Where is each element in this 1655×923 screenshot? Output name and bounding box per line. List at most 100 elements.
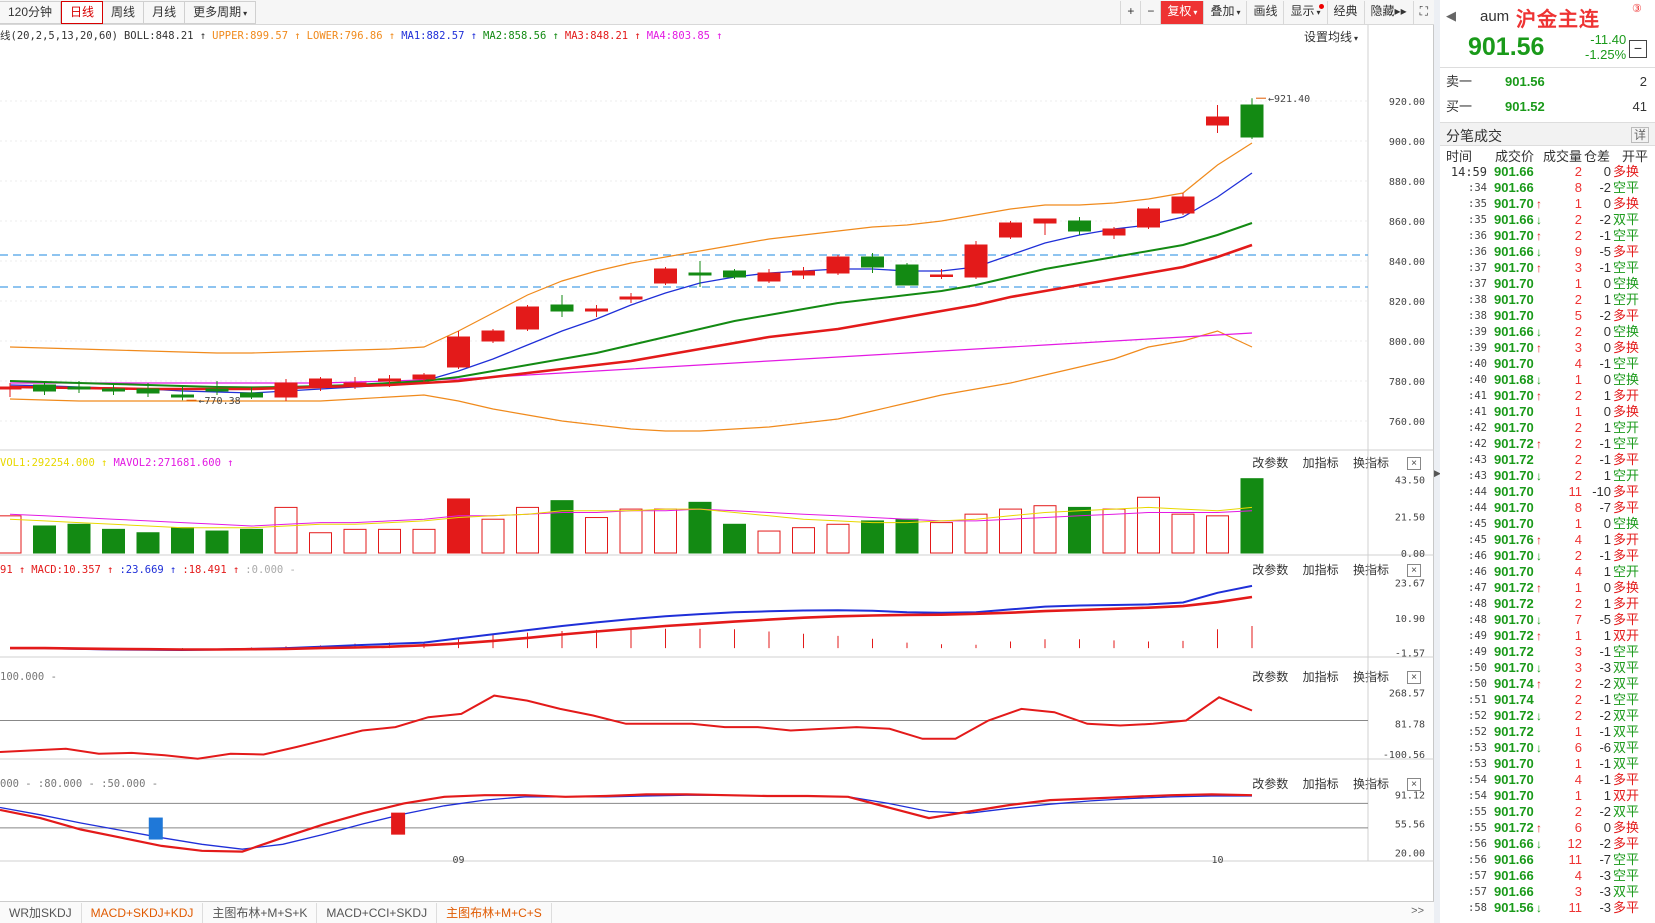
zoom-in-button[interactable]: + bbox=[1120, 1, 1140, 24]
add-indicator-button[interactable]: 加指标 bbox=[1302, 777, 1339, 791]
close-icon[interactable]: × bbox=[1407, 564, 1421, 577]
tick-time: :41 bbox=[1468, 390, 1487, 402]
candle-body bbox=[309, 378, 332, 388]
volume-bar bbox=[999, 508, 1022, 554]
tick-price: 901.70 bbox=[1494, 260, 1534, 275]
tick-oi-diff: -1 bbox=[1599, 548, 1611, 563]
tick-volume: 6 bbox=[1574, 820, 1582, 835]
modify-params-button[interactable]: 改参数 bbox=[1252, 456, 1289, 470]
tick-oi-diff: 1 bbox=[1603, 788, 1611, 803]
tick-type: 双开 bbox=[1613, 788, 1640, 803]
tick-row: :56 901.66 11 -7 空平 bbox=[1440, 852, 1655, 868]
tick-volume: 2 bbox=[1574, 324, 1582, 339]
tick-oi-diff: -1 bbox=[1599, 644, 1611, 659]
tick-volume: 2 bbox=[1574, 692, 1582, 707]
add-indicator-button[interactable]: 加指标 bbox=[1302, 456, 1339, 470]
tick-oi-diff: -6 bbox=[1599, 740, 1611, 755]
price-change: -11.40 -1.25% bbox=[1585, 32, 1626, 62]
display-button[interactable]: 显示 ▾ bbox=[1283, 1, 1326, 24]
template-tab[interactable]: 主图布林+M+C+S bbox=[437, 902, 552, 923]
back-icon[interactable]: ◀ bbox=[1446, 8, 1456, 23]
period-tabs: 120分钟 日线 周线 月线 更多周期 ▾ bbox=[0, 1, 257, 24]
tick-time: :37 bbox=[1468, 262, 1487, 274]
close-icon[interactable]: × bbox=[1407, 457, 1421, 470]
volume-bar bbox=[136, 532, 160, 554]
template-tab[interactable]: MACD+CCI+SKDJ bbox=[317, 902, 438, 923]
detail-button[interactable]: 详 bbox=[1630, 127, 1649, 143]
tick-type: 多平 bbox=[1613, 452, 1640, 467]
overlay-button[interactable]: 叠加 ▾ bbox=[1203, 1, 1246, 24]
tick-price: 901.70 bbox=[1494, 740, 1534, 755]
y-axis-tick-label: 0.00 bbox=[1401, 549, 1425, 560]
tick-direction-icon: ↓ bbox=[1536, 213, 1542, 227]
modify-params-button[interactable]: 改参数 bbox=[1252, 563, 1289, 577]
cci-panel-controls: 改参数 加指标 换指标 bbox=[1241, 669, 1389, 685]
fullscreen-button[interactable]: ⛶ bbox=[1412, 1, 1434, 24]
period-tab[interactable]: 日线 bbox=[61, 1, 104, 24]
candle-body bbox=[516, 306, 539, 330]
modify-params-button[interactable]: 改参数 bbox=[1252, 670, 1289, 684]
tick-oi-diff: 0 bbox=[1603, 580, 1611, 595]
hide-button[interactable]: 隐藏▸▸ bbox=[1363, 1, 1413, 24]
collapse-button[interactable]: − bbox=[1629, 40, 1647, 58]
draw-line-button-label: 画线 bbox=[1253, 4, 1278, 18]
y-axis-tick-label: 21.50 bbox=[1395, 513, 1425, 524]
kline-chart[interactable]: 760.00 780.00 800.00 820.00 840.00 860.00 880.… bbox=[0, 25, 1434, 901]
tick-list[interactable]: 14:59 901.66 2 0 多换:34 901.66 8 -2 空平:35 901.70 ↑ 1… bbox=[1440, 164, 1655, 916]
tick-volume: 2 bbox=[1574, 436, 1582, 451]
tick-price: 901.72 bbox=[1494, 452, 1534, 467]
add-indicator-button[interactable]: 加指标 bbox=[1302, 563, 1339, 577]
scroll-right-icon[interactable]: >> bbox=[1411, 905, 1424, 917]
candle-body bbox=[930, 274, 953, 277]
y-axis-tick-label: 268.57 bbox=[1389, 689, 1425, 700]
panel-splitter[interactable]: ▶ bbox=[1434, 0, 1441, 923]
tick-type: 多换 bbox=[1613, 580, 1640, 595]
close-icon[interactable]: × bbox=[1407, 671, 1421, 684]
template-tab[interactable]: MACD+SKDJ+KDJ bbox=[82, 902, 204, 923]
candle-body bbox=[1102, 228, 1126, 236]
template-tab[interactable]: WR加SKDJ bbox=[0, 902, 82, 923]
tick-time: :40 bbox=[1468, 358, 1487, 370]
tick-volume: 9 bbox=[1574, 244, 1582, 259]
period-tab[interactable]: 120分钟 bbox=[0, 1, 62, 24]
swap-indicator-button[interactable]: 换指标 bbox=[1352, 456, 1389, 470]
add-indicator-button[interactable]: 加指标 bbox=[1302, 670, 1339, 684]
tick-oi-diff: -1 bbox=[1599, 356, 1611, 371]
tick-price: 901.72 bbox=[1494, 628, 1534, 643]
draw-line-button[interactable]: 画线 bbox=[1246, 1, 1283, 24]
buy1-label: 买一 bbox=[1446, 99, 1473, 114]
template-tab[interactable]: 主图布林+M+S+K bbox=[203, 902, 318, 923]
notification-badge[interactable]: ③ bbox=[1632, 3, 1642, 15]
sell1-price: 901.56 bbox=[1505, 74, 1545, 89]
tick-volume: 2 bbox=[1574, 420, 1582, 435]
period-tab[interactable]: 月线 bbox=[144, 1, 186, 24]
tick-type: 多换 bbox=[1613, 196, 1640, 211]
classic-button[interactable]: 经典 bbox=[1326, 1, 1364, 24]
tick-price: 901.70 bbox=[1494, 468, 1534, 483]
volume-bar bbox=[516, 506, 539, 554]
contract-code: aum bbox=[1480, 8, 1510, 25]
tick-row: :43 901.70 ↓ 2 1 空开 bbox=[1440, 468, 1655, 484]
tick-type: 双开 bbox=[1613, 628, 1640, 643]
tick-time: :58 bbox=[1468, 902, 1487, 914]
collapse-arrow-icon[interactable]: ▶ bbox=[1434, 468, 1441, 478]
candle-body bbox=[102, 388, 125, 392]
modify-params-button[interactable]: 改参数 bbox=[1252, 777, 1289, 791]
swap-indicator-button[interactable]: 换指标 bbox=[1352, 777, 1389, 791]
swap-indicator-button[interactable]: 换指标 bbox=[1352, 563, 1389, 577]
period-tab[interactable]: 更多周期 ▾ bbox=[185, 1, 257, 24]
adjust-button[interactable]: 复权 ▾ bbox=[1160, 1, 1204, 24]
tick-oi-diff: -2 bbox=[1599, 180, 1611, 195]
swap-indicator-button[interactable]: 换指标 bbox=[1352, 670, 1389, 684]
set-ma-button[interactable]: 设置均线 ▾ bbox=[1303, 30, 1358, 44]
tick-direction-icon: ↓ bbox=[1536, 709, 1542, 723]
tick-oi-diff: -1 bbox=[1599, 452, 1611, 467]
volume-bar bbox=[723, 523, 746, 554]
zoom-out-button[interactable]: − bbox=[1140, 1, 1160, 24]
tick-oi-diff: 0 bbox=[1603, 340, 1611, 355]
close-icon[interactable]: × bbox=[1407, 778, 1421, 791]
tick-type: 多换 bbox=[1613, 820, 1640, 835]
tick-type: 多平 bbox=[1613, 612, 1640, 627]
period-tab[interactable]: 周线 bbox=[103, 1, 145, 24]
tick-oi-diff: -7 bbox=[1599, 852, 1611, 867]
